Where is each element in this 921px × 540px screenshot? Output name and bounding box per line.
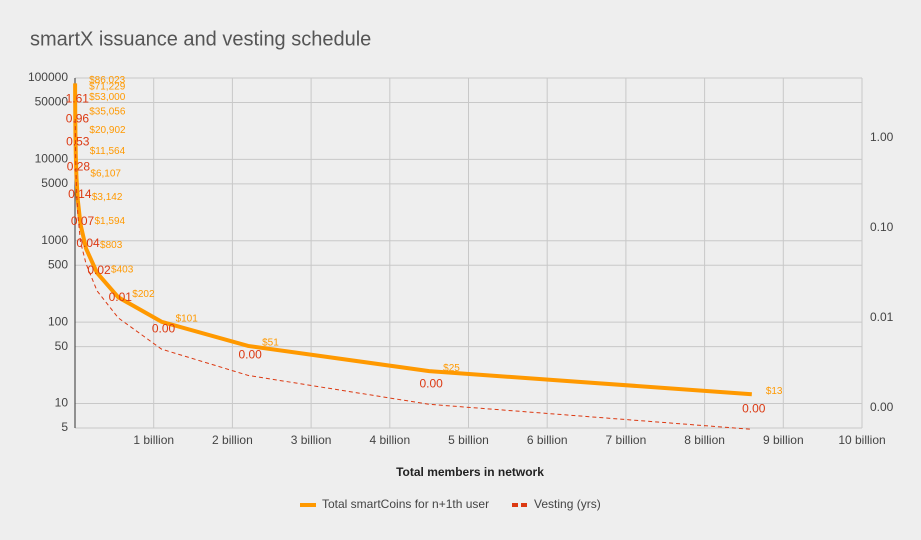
y2-tick-label: 0.10 [870, 220, 894, 234]
x-tick-label: 4 billion [369, 433, 410, 447]
data-label: 0.96 [66, 111, 90, 125]
data-label: 0.02 [87, 263, 111, 277]
data-label: $11,564 [90, 146, 126, 157]
x-tick-label: 10 billion [838, 433, 885, 447]
y-tick-label: 50 [55, 339, 69, 353]
y-tick-label: 500 [48, 257, 68, 271]
legend-label: Total smartCoins for n+1th user [322, 497, 489, 511]
y-tick-label: 100000 [28, 70, 68, 84]
x-axis-title: Total members in network [396, 465, 544, 479]
x-tick-label: 8 billion [684, 433, 725, 447]
data-label: 0.07 [71, 214, 95, 228]
data-label: 0.00 [742, 401, 766, 415]
data-label: $20,902 [89, 125, 126, 136]
y-tick-label: 5 [61, 420, 68, 434]
x-tick-label: 5 billion [448, 433, 489, 447]
data-label: $101 [176, 313, 199, 324]
y-tick-label: 10 [55, 396, 69, 410]
data-label: $86,023 [89, 75, 126, 86]
x-tick-label: 2 billion [212, 433, 253, 447]
x-tick-label: 6 billion [527, 433, 568, 447]
data-label: $1,594 [95, 216, 126, 227]
y-tick-label: 100 [48, 314, 68, 328]
data-label: 0.04 [76, 236, 100, 250]
data-label: $35,056 [89, 107, 126, 118]
data-label: $25 [443, 363, 460, 374]
y2-tick-label: 1.00 [870, 130, 894, 144]
data-label: $13 [766, 386, 783, 397]
data-label: $403 [111, 265, 134, 276]
data-label: 0.01 [109, 290, 133, 304]
data-label: 0.00 [238, 348, 262, 362]
x-tick-label: 1 billion [133, 433, 174, 447]
y2-tick-label: 0.00 [870, 400, 894, 414]
chart-title: smartX issuance and vesting schedule [30, 28, 371, 50]
y-tick-label: 50000 [35, 95, 69, 109]
x-tick-label: 7 billion [606, 433, 647, 447]
data-label: $202 [132, 289, 155, 300]
legend-label: Vesting (yrs) [534, 497, 601, 511]
y-tick-label: 10000 [35, 152, 69, 166]
data-label: 0.28 [67, 160, 91, 174]
x-tick-label: 3 billion [291, 433, 332, 447]
data-label: $803 [100, 240, 123, 251]
data-label: $53,000 [89, 92, 126, 103]
data-label: 1.61 [66, 91, 90, 105]
data-label: $51 [262, 338, 279, 349]
data-label: $71,229 [89, 82, 126, 93]
data-label: $6,107 [90, 168, 121, 179]
series-line [73, 83, 752, 397]
data-label: 0.00 [152, 321, 176, 335]
data-label: 0.00 [419, 376, 443, 390]
data-label: 0.14 [68, 187, 92, 201]
y2-tick-label: 0.01 [870, 310, 894, 324]
y-tick-label: 1000 [41, 233, 68, 247]
data-label: $3,142 [92, 192, 123, 203]
data-label: 0.53 [66, 135, 90, 149]
x-tick-label: 9 billion [763, 433, 804, 447]
series-line [74, 119, 752, 430]
y-tick-label: 5000 [41, 176, 68, 190]
